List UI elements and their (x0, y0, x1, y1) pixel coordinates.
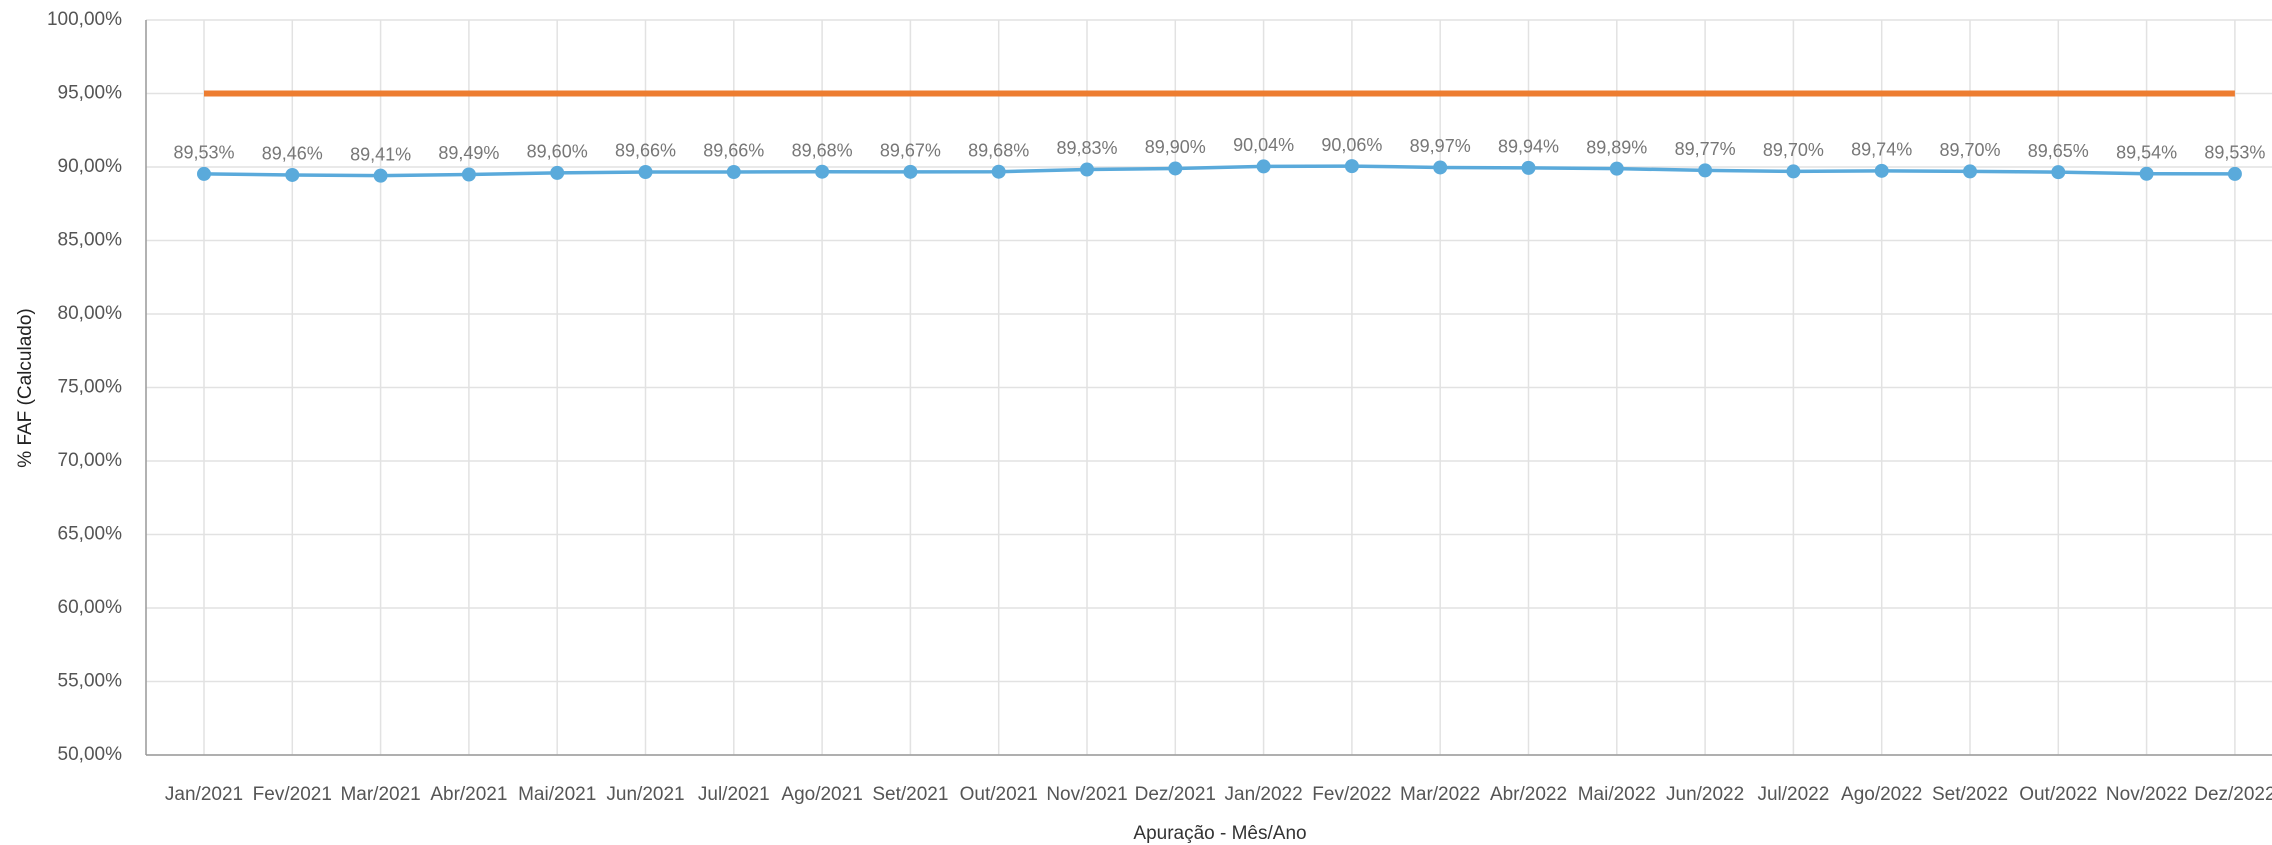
data-label: 89,68% (968, 140, 1029, 160)
x-tick-label: Jul/2021 (698, 784, 770, 805)
x-tick-label: Fev/2022 (1312, 784, 1391, 805)
x-tick-label: Dez/2022 (2194, 784, 2272, 805)
x-tick-label: Nov/2022 (2106, 784, 2187, 805)
data-label: 89,60% (527, 142, 588, 162)
data-point (461, 167, 476, 182)
data-point (285, 167, 300, 182)
x-tick-label: Out/2021 (960, 784, 1038, 805)
y-tick-label: 100,00% (47, 9, 122, 30)
data-label: 89,53% (173, 143, 234, 163)
x-tick-label: Jan/2021 (165, 784, 243, 805)
data-label: 89,41% (350, 144, 411, 164)
x-tick-label: Nov/2021 (1046, 784, 1127, 805)
y-tick-label: 70,00% (58, 450, 123, 471)
data-point (1874, 163, 1889, 178)
data-point (2227, 166, 2242, 181)
x-tick-label: Jun/2022 (1666, 784, 1744, 805)
y-tick-label: 85,00% (58, 230, 123, 251)
y-tick-label: 95,00% (58, 83, 123, 104)
x-tick-label: Mar/2022 (1400, 784, 1480, 805)
data-label: 89,77% (1675, 139, 1736, 159)
data-label: 89,89% (1586, 137, 1647, 157)
x-tick-label: Jan/2022 (1225, 784, 1303, 805)
y-tick-label: 90,00% (58, 156, 123, 177)
data-label: 89,94% (1498, 137, 1559, 157)
x-tick-label: Mai/2022 (1578, 784, 1656, 805)
data-label: 89,70% (1939, 140, 2000, 160)
data-label: 90,06% (1321, 135, 1382, 155)
x-tick-label: Mai/2021 (518, 784, 596, 805)
data-point (1521, 160, 1536, 175)
data-label: 89,49% (438, 143, 499, 163)
data-point (726, 164, 741, 179)
x-tick-label: Mar/2021 (340, 784, 420, 805)
y-tick-label: 80,00% (58, 303, 123, 324)
data-point (1168, 161, 1183, 176)
data-point (197, 166, 211, 181)
y-tick-label: 75,00% (58, 377, 123, 398)
data-label: 89,97% (1410, 136, 1471, 156)
data-label: 89,67% (880, 141, 941, 161)
x-axis-title: Apuração - Mês/Ano (1133, 823, 1306, 844)
x-tick-label: Jul/2022 (1757, 784, 1829, 805)
x-tick-label: Set/2021 (872, 784, 948, 805)
data-point (550, 165, 565, 180)
data-point (638, 164, 653, 179)
y-tick-label: 65,00% (58, 524, 123, 545)
y-axis-title: % FAF (Calculado) (15, 308, 36, 467)
x-tick-label: Set/2022 (1932, 784, 2008, 805)
data-label: 89,74% (1851, 140, 1912, 160)
data-label: 89,46% (262, 144, 323, 164)
data-point (1344, 159, 1359, 174)
data-point (1963, 164, 1977, 179)
data-label: 89,54% (2116, 143, 2177, 163)
x-tick-label: Dez/2021 (1135, 784, 1216, 805)
data-point (1786, 164, 1801, 179)
data-label: 89,68% (792, 140, 853, 160)
y-tick-label: 50,00% (58, 744, 123, 765)
x-tick-label: Out/2022 (2019, 784, 2097, 805)
data-point (373, 168, 388, 183)
x-tick-label: Fev/2021 (253, 784, 332, 805)
data-label: 89,66% (615, 141, 676, 161)
data-point (1433, 160, 1448, 175)
data-point (1698, 163, 1713, 178)
data-point (2051, 165, 2066, 180)
data-point (815, 164, 830, 179)
data-point (1609, 161, 1624, 176)
y-tick-label: 55,00% (58, 671, 123, 692)
data-label: 89,90% (1145, 137, 1206, 157)
x-tick-label: Jun/2021 (606, 784, 684, 805)
data-point (1256, 159, 1271, 174)
data-point (991, 164, 1006, 179)
x-tick-label: Abr/2021 (430, 784, 507, 805)
data-label: 89,83% (1056, 138, 1117, 158)
data-label: 89,65% (2028, 141, 2089, 161)
data-label: 89,53% (2204, 143, 2265, 163)
series-line (203, 164, 2235, 178)
y-tick-label: 60,00% (58, 597, 123, 618)
data-label: 89,66% (703, 141, 764, 161)
data-point (2139, 166, 2154, 181)
x-tick-label: Abr/2022 (1490, 784, 1567, 805)
x-tick-label: Ago/2022 (1841, 784, 1922, 805)
data-point (903, 164, 918, 179)
data-label: 90,04% (1233, 135, 1294, 155)
data-label: 89,70% (1763, 140, 1824, 160)
data-point (1080, 162, 1094, 177)
x-tick-label: Ago/2021 (781, 784, 862, 805)
